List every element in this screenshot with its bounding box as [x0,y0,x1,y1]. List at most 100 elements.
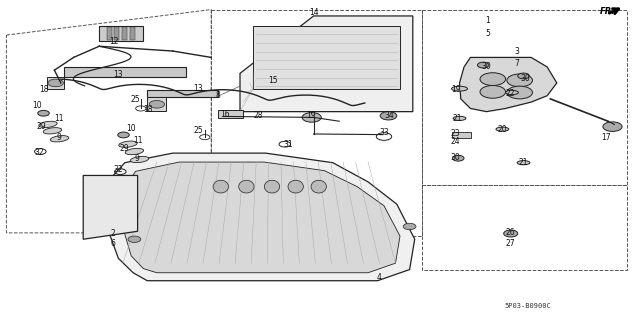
Ellipse shape [131,156,148,163]
Text: 22: 22 [506,89,515,98]
Polygon shape [460,57,557,112]
Bar [130,27,135,40]
Text: 21: 21 [519,158,528,167]
Text: 16: 16 [220,110,230,119]
Ellipse shape [506,91,518,95]
Circle shape [480,73,506,85]
Text: 13: 13 [193,84,204,93]
Bar [218,110,243,118]
Bar [122,27,127,40]
Text: 30: 30 [451,153,461,162]
Ellipse shape [119,141,137,147]
Text: 32: 32 [35,148,45,157]
Ellipse shape [288,180,303,193]
Polygon shape [122,162,400,273]
Circle shape [302,113,321,122]
Polygon shape [88,179,132,236]
Text: 34: 34 [385,111,395,120]
Circle shape [107,198,120,204]
Text: FR.: FR. [600,7,616,16]
Text: 6: 6 [110,239,115,248]
Circle shape [452,155,464,161]
Text: 8: 8 [215,91,220,100]
Text: 13: 13 [113,70,124,78]
Circle shape [149,100,164,108]
Text: 2: 2 [110,229,115,238]
Circle shape [518,73,529,79]
Polygon shape [47,77,64,89]
Polygon shape [83,175,138,239]
Ellipse shape [452,86,467,91]
Text: 26: 26 [506,228,516,237]
Text: 17: 17 [601,133,611,142]
Text: 32: 32 [113,165,124,174]
Circle shape [403,223,416,230]
Text: 25: 25 [193,126,204,135]
Bar [166,256,218,269]
Text: 23: 23 [451,129,461,137]
Ellipse shape [311,180,326,193]
Circle shape [603,122,622,131]
Circle shape [38,110,49,116]
Ellipse shape [39,121,57,128]
Text: 29: 29 [36,122,47,130]
Ellipse shape [517,161,530,165]
Text: 15: 15 [268,76,278,85]
Ellipse shape [51,136,68,142]
Text: 11: 11 [133,136,142,145]
Ellipse shape [239,180,254,193]
Text: 31: 31 [283,140,293,149]
Ellipse shape [213,180,228,193]
Circle shape [507,86,532,99]
Polygon shape [240,16,413,112]
Text: 7: 7 [515,59,520,68]
Polygon shape [147,97,166,111]
Polygon shape [465,64,538,102]
Bar [114,27,119,40]
Text: 18: 18 [143,105,152,114]
Circle shape [477,62,489,68]
Text: 19: 19 [451,85,461,94]
Circle shape [128,236,141,242]
Text: 33: 33 [379,128,389,137]
Text: 10: 10 [32,101,42,110]
Bar [99,26,143,41]
Ellipse shape [496,127,509,131]
Circle shape [480,85,506,98]
Polygon shape [64,67,186,77]
Text: 12: 12 [109,37,118,46]
Text: 30: 30 [520,74,530,83]
Text: 9: 9 [134,154,140,163]
Text: 4: 4 [377,273,382,282]
Text: 21: 21 [453,114,462,123]
Circle shape [380,112,397,120]
Ellipse shape [44,128,61,134]
Polygon shape [253,26,400,89]
Ellipse shape [453,116,466,120]
Text: 24: 24 [451,137,461,146]
Text: 3: 3 [515,47,520,56]
Text: 1: 1 [485,16,490,25]
Text: 25: 25 [131,95,141,104]
Circle shape [504,230,518,237]
Circle shape [118,132,129,138]
Ellipse shape [264,180,280,193]
Polygon shape [106,153,415,281]
Text: 5: 5 [485,29,490,38]
Text: 19: 19 [306,111,316,120]
Text: 14: 14 [308,8,319,17]
Text: 18: 18 [39,85,48,94]
Bar [452,132,471,138]
Text: 20: 20 [497,125,508,134]
Circle shape [48,79,63,87]
Bar [107,27,112,40]
Text: 9: 9 [56,133,61,142]
Circle shape [507,74,532,87]
Text: 11: 11 [54,114,63,122]
Text: 10: 10 [125,124,136,133]
Text: 29: 29 [120,144,130,153]
Polygon shape [147,90,218,97]
Text: 28: 28 [253,111,262,120]
Text: 27: 27 [506,239,516,248]
Text: 5P03-B0900C: 5P03-B0900C [504,303,552,308]
